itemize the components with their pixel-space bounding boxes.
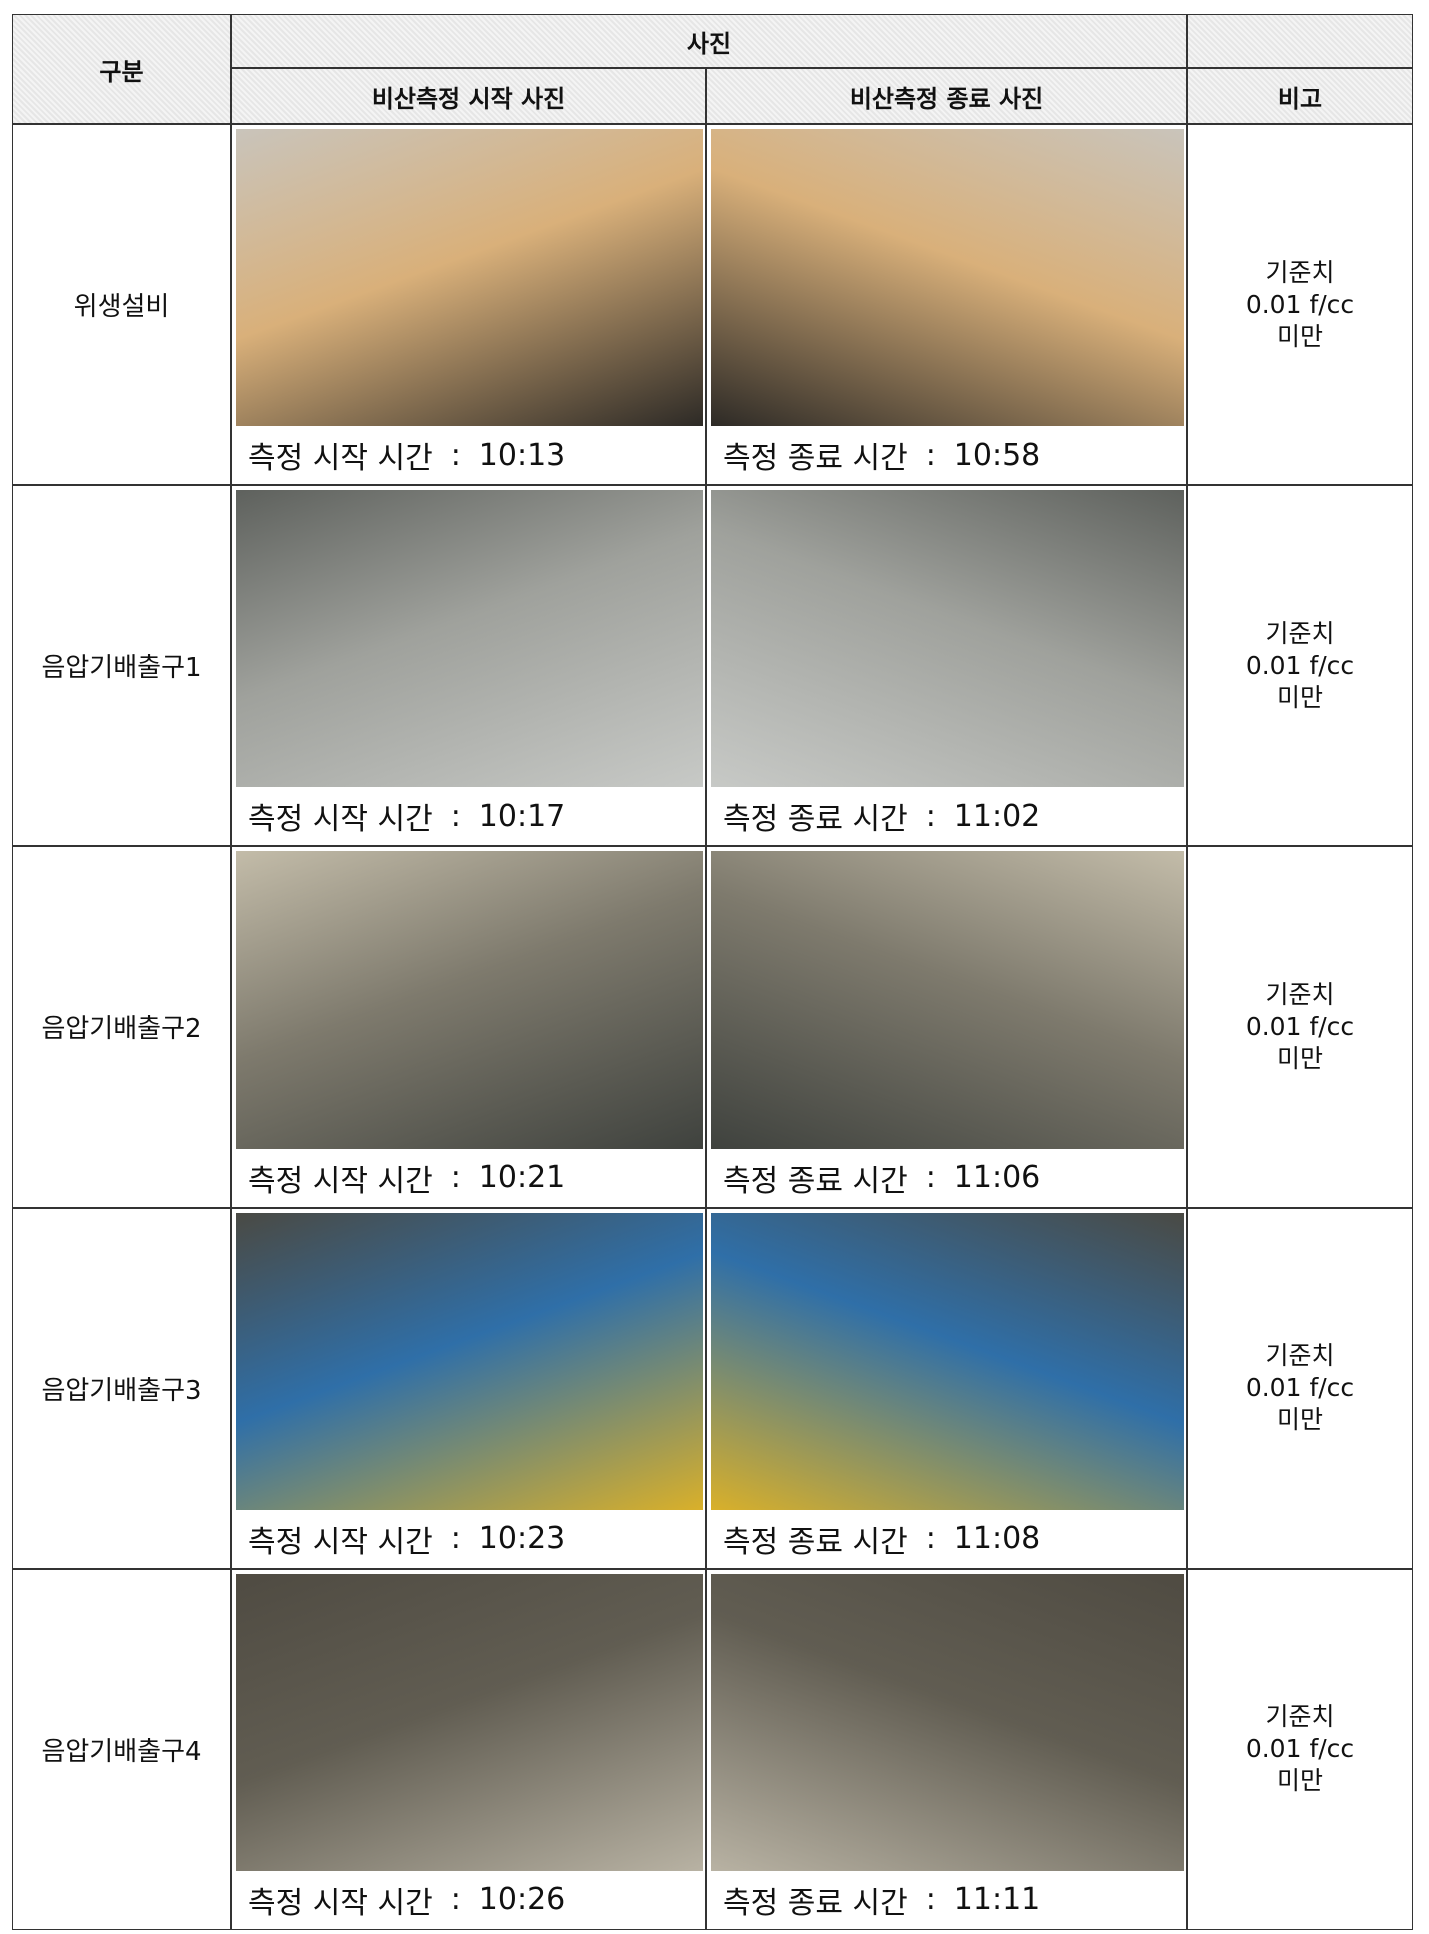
start-photo-cell: 측정 시작 시간:10:21 [231, 846, 706, 1208]
row-name: 위생설비 [12, 124, 231, 486]
caption-sep: : [450, 1160, 461, 1196]
header-end: 비산측정 종료 사진 [706, 68, 1187, 124]
end-photo-cell: 측정 종료 시간:11:08 [706, 1207, 1187, 1569]
start-photo-cell: 측정 시작 시간:10:13 [231, 124, 706, 486]
remark-line: 기준치 [1265, 1702, 1335, 1732]
photo [236, 1573, 703, 1871]
caption-time: 11:06 [953, 1160, 1041, 1196]
remark-line: 0.01 f/cc [1245, 650, 1355, 680]
caption-label: 측정 종료 시간 [723, 1163, 908, 1199]
caption-sep: : [925, 1521, 936, 1557]
remark-line: 기준치 [1265, 257, 1335, 287]
header-remark: 비고 [1187, 68, 1413, 124]
caption-sep: : [450, 437, 461, 473]
caption: 측정 시작 시간:10:23 [236, 1512, 703, 1566]
caption-time: 11:02 [953, 798, 1041, 834]
caption-sep: : [925, 1882, 936, 1918]
remark-line: 미만 [1276, 1766, 1323, 1796]
caption: 측정 시작 시간:10:13 [236, 428, 703, 482]
caption-sep: : [450, 1521, 461, 1557]
document: 구분 사진 비산측정 시작 사진 비산측정 종료 사진 비고 위생설비 기준치 0.01 f/… [12, 14, 1413, 1930]
caption-time: 10:23 [478, 1521, 566, 1557]
remark: 기준치 0.01 f/cc 미만 [1187, 1207, 1413, 1569]
caption-label: 측정 시작 시간 [248, 441, 433, 477]
caption-label: 측정 시작 시간 [248, 802, 433, 838]
remark-line: 기준치 [1265, 1341, 1335, 1371]
photo [711, 1212, 1184, 1510]
remark: 기준치 0.01 f/cc 미만 [1187, 124, 1413, 486]
remark: 기준치 0.01 f/cc 미만 [1187, 485, 1413, 847]
header-photos: 사진 [231, 14, 1187, 68]
photo [711, 1573, 1184, 1871]
caption-label: 측정 시작 시간 [248, 1524, 433, 1560]
photo [236, 851, 703, 1149]
start-photo-cell: 측정 시작 시간:10:23 [231, 1207, 706, 1569]
row-name: 음압기배출구3 [12, 1207, 231, 1569]
caption-time: 10:13 [478, 437, 566, 473]
remark-line: 0.01 f/cc [1245, 1373, 1355, 1403]
caption-label: 측정 종료 시간 [723, 441, 908, 477]
start-photo-cell: 측정 시작 시간:10:26 [231, 1568, 706, 1930]
caption: 측정 종료 시간:11:06 [711, 1151, 1184, 1205]
remark: 기준치 0.01 f/cc 미만 [1187, 846, 1413, 1208]
row-name: 음압기배출구2 [12, 846, 231, 1208]
remark-line: 미만 [1276, 1043, 1323, 1073]
caption-sep: : [925, 437, 936, 473]
remark-line: 0.01 f/cc [1245, 1011, 1355, 1041]
caption: 측정 시작 시간:10:21 [236, 1151, 703, 1205]
row-name: 음압기배출구4 [12, 1568, 231, 1930]
start-photo-cell: 측정 시작 시간:10:17 [231, 485, 706, 847]
remark-line: 미만 [1276, 321, 1323, 351]
caption-label: 측정 종료 시간 [723, 1885, 908, 1921]
end-photo-cell: 측정 종료 시간:11:02 [706, 485, 1187, 847]
photo [711, 851, 1184, 1149]
caption-label: 측정 시작 시간 [248, 1163, 433, 1199]
remark-line: 0.01 f/cc [1245, 1734, 1355, 1764]
remark-line: 기준치 [1265, 979, 1335, 1009]
caption-time: 11:11 [953, 1882, 1041, 1918]
header-start: 비산측정 시작 사진 [231, 68, 706, 124]
caption-label: 측정 종료 시간 [723, 802, 908, 838]
caption-sep: : [450, 1882, 461, 1918]
caption-time: 10:26 [478, 1882, 566, 1918]
caption-time: 10:58 [953, 437, 1041, 473]
caption: 측정 종료 시간:11:08 [711, 1512, 1184, 1566]
photo [711, 490, 1184, 788]
end-photo-cell: 측정 종료 시간:11:06 [706, 846, 1187, 1208]
remark-line: 0.01 f/cc [1245, 289, 1355, 319]
end-photo-cell: 측정 종료 시간:10:58 [706, 124, 1187, 486]
caption: 측정 종료 시간:11:02 [711, 789, 1184, 843]
caption: 측정 종료 시간:10:58 [711, 428, 1184, 482]
caption-sep: : [925, 798, 936, 834]
photo [236, 129, 703, 427]
caption-label: 측정 시작 시간 [248, 1885, 433, 1921]
row-name: 음압기배출구1 [12, 485, 231, 847]
remark-line: 기준치 [1265, 618, 1335, 648]
caption: 측정 종료 시간:11:11 [711, 1873, 1184, 1927]
caption-sep: : [925, 1160, 936, 1196]
caption: 측정 시작 시간:10:17 [236, 789, 703, 843]
caption-label: 측정 종료 시간 [723, 1524, 908, 1560]
remark-line: 미만 [1276, 682, 1323, 712]
end-photo-cell: 측정 종료 시간:11:11 [706, 1568, 1187, 1930]
photo [236, 490, 703, 788]
header-blank [1187, 14, 1413, 68]
header-category: 구분 [12, 14, 231, 124]
caption-time: 10:17 [478, 798, 566, 834]
caption-sep: : [450, 798, 461, 834]
remark-line: 미만 [1276, 1405, 1323, 1435]
caption-time: 10:21 [478, 1160, 566, 1196]
photo [236, 1212, 703, 1510]
caption: 측정 시작 시간:10:26 [236, 1873, 703, 1927]
photo [711, 129, 1184, 427]
caption-time: 11:08 [953, 1521, 1041, 1557]
remark: 기준치 0.01 f/cc 미만 [1187, 1568, 1413, 1930]
